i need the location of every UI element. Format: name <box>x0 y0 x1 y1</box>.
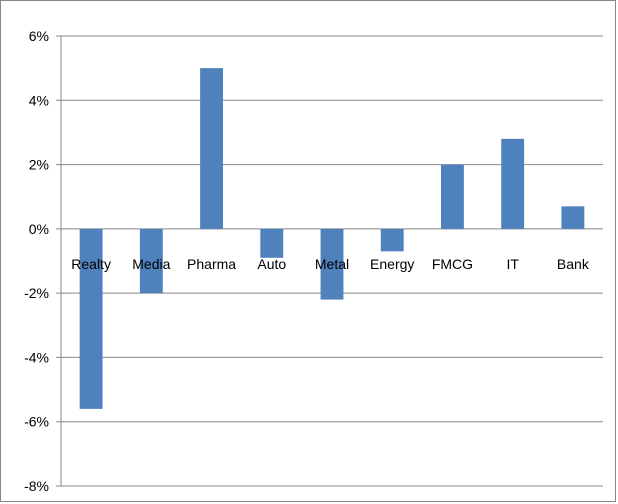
bars <box>79 68 585 409</box>
y-tick-label: 4% <box>29 92 49 108</box>
y-tick-label: -4% <box>24 349 49 365</box>
y-tick-label: 2% <box>29 157 49 173</box>
x-category-label: Media <box>132 256 170 272</box>
y-tick-label: 0% <box>29 221 49 237</box>
x-category-label: Pharma <box>187 256 236 272</box>
y-tick-label: -2% <box>24 285 49 301</box>
bar-energy <box>380 228 404 252</box>
bar-auto <box>260 228 284 258</box>
y-axis: 6% 4% 2% 0% -2% -4% -6% -8% <box>24 28 49 494</box>
bar-realty <box>79 228 103 409</box>
x-category-label: Bank <box>557 256 590 272</box>
y-tick-label: -8% <box>24 478 49 494</box>
bar-bank <box>561 206 585 229</box>
bar-media <box>139 228 163 294</box>
x-category-label: Auto <box>257 256 286 272</box>
x-category-label: IT <box>506 256 519 272</box>
bar-pharma <box>200 68 223 229</box>
bar-fmcg <box>441 164 464 229</box>
x-axis-labels: Realty Media Pharma Auto Metal Energy FMCG IT Ba… <box>71 256 590 272</box>
x-category-label: Metal <box>315 256 349 272</box>
x-category-label: Energy <box>370 256 414 272</box>
bar-metal <box>320 228 344 300</box>
bar-it <box>501 138 525 229</box>
y-tick-label: -6% <box>24 414 49 430</box>
y-tick-label: 6% <box>29 28 49 44</box>
x-category-label: Realty <box>71 256 111 272</box>
x-category-label: FMCG <box>432 256 473 272</box>
